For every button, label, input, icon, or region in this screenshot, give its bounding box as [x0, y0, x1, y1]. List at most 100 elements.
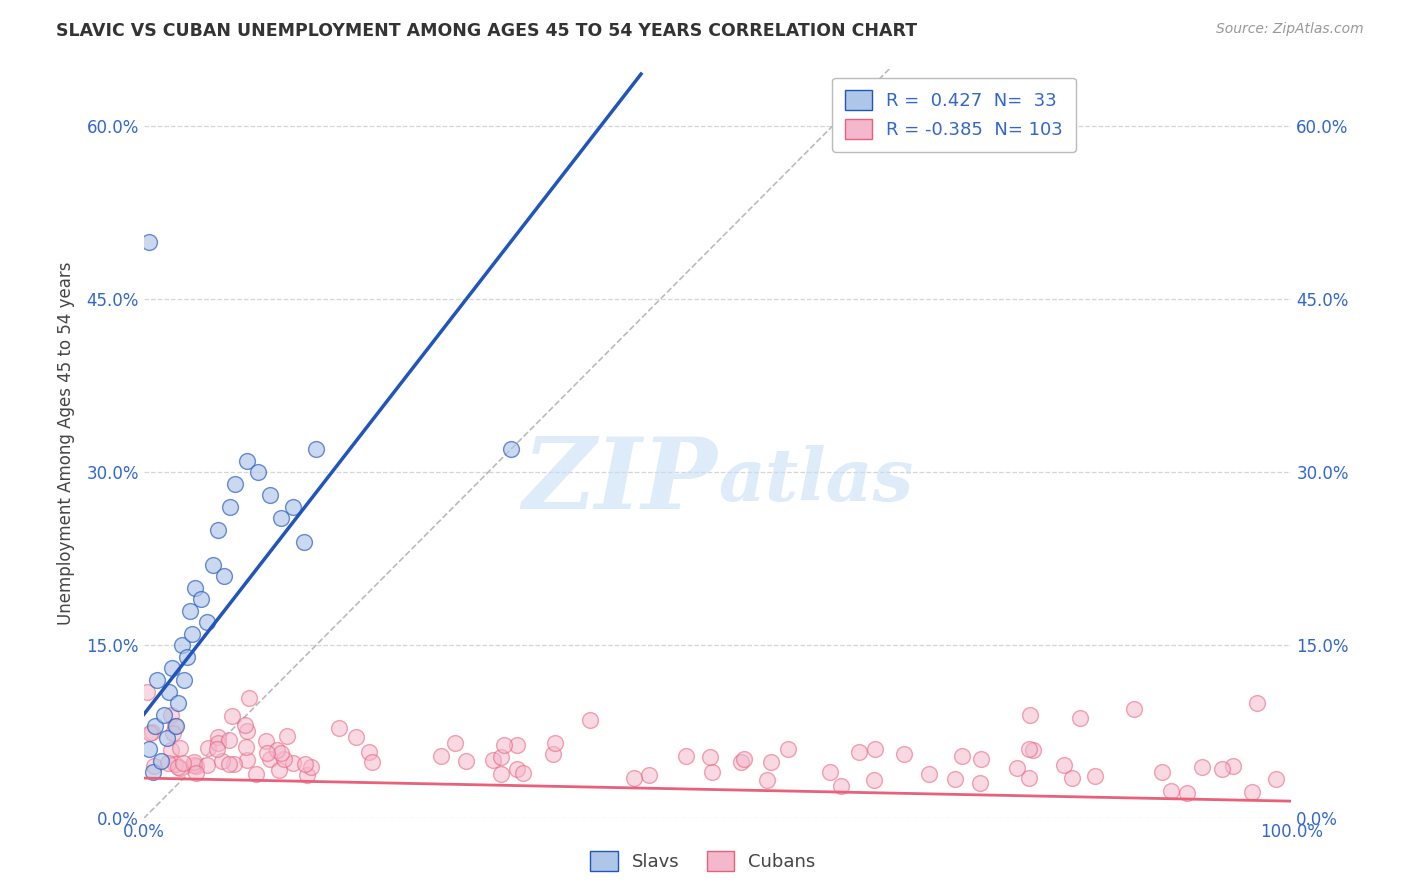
Point	[281, 756, 304, 770]
Point	[281, 500, 304, 514]
Point	[1246, 696, 1268, 710]
Point	[236, 753, 259, 767]
Point	[730, 755, 752, 769]
Point	[294, 757, 316, 772]
Point	[138, 235, 160, 249]
Point	[360, 755, 382, 769]
Point	[1191, 760, 1213, 774]
Point	[139, 726, 162, 740]
Point	[179, 604, 201, 618]
Point	[292, 534, 315, 549]
Point	[207, 523, 229, 537]
Point	[494, 738, 516, 752]
Point	[136, 684, 159, 698]
Point	[165, 719, 187, 733]
Point	[970, 752, 993, 766]
Point	[541, 747, 564, 761]
Point	[1053, 758, 1076, 772]
Point	[172, 756, 194, 771]
Point	[212, 569, 235, 583]
Point	[623, 771, 645, 785]
Point	[141, 725, 163, 739]
Point	[163, 757, 186, 772]
Point	[297, 768, 319, 782]
Point	[943, 772, 966, 787]
Point	[184, 581, 207, 595]
Point	[205, 742, 228, 756]
Point	[162, 726, 184, 740]
Point	[344, 730, 367, 744]
Point	[328, 721, 350, 735]
Point	[918, 767, 941, 781]
Point	[273, 751, 295, 765]
Point	[506, 762, 529, 776]
Point	[247, 466, 270, 480]
Point	[146, 673, 169, 687]
Point	[637, 768, 659, 782]
Text: ZIP: ZIP	[523, 433, 717, 529]
Point	[863, 773, 886, 788]
Point	[167, 696, 190, 710]
Point	[254, 734, 277, 748]
Point	[149, 754, 172, 768]
Point	[142, 765, 165, 780]
Point	[159, 707, 181, 722]
Point	[224, 476, 246, 491]
Point	[183, 755, 205, 769]
Point	[270, 747, 292, 761]
Point	[1211, 762, 1233, 776]
Point	[848, 745, 870, 759]
Point	[138, 742, 160, 756]
Point	[169, 761, 191, 775]
Point	[184, 759, 207, 773]
Legend: R =  0.427  N=  33, R = -0.385  N= 103: R = 0.427 N= 33, R = -0.385 N= 103	[832, 78, 1076, 152]
Point	[236, 454, 259, 468]
Point	[156, 756, 179, 770]
Point	[512, 766, 534, 780]
Point	[184, 766, 207, 780]
Point	[755, 773, 778, 788]
Point	[489, 767, 512, 781]
Point	[1084, 769, 1107, 783]
Point	[266, 743, 288, 757]
Text: SLAVIC VS CUBAN UNEMPLOYMENT AMONG AGES 45 TO 54 YEARS CORRELATION CHART: SLAVIC VS CUBAN UNEMPLOYMENT AMONG AGES …	[56, 22, 917, 40]
Point	[1150, 764, 1173, 779]
Point	[818, 764, 841, 779]
Point	[167, 760, 190, 774]
Point	[1019, 707, 1042, 722]
Point	[1177, 786, 1199, 800]
Point	[176, 649, 198, 664]
Point	[1005, 761, 1028, 775]
Point	[218, 756, 240, 771]
Point	[245, 767, 267, 781]
Point	[207, 736, 229, 750]
Point	[233, 718, 256, 732]
Point	[157, 684, 180, 698]
Point	[1069, 711, 1091, 725]
Point	[259, 752, 281, 766]
Point	[270, 511, 292, 525]
Point	[222, 756, 245, 771]
Point	[776, 741, 799, 756]
Point	[1240, 784, 1263, 798]
Point	[675, 748, 697, 763]
Point	[207, 730, 229, 744]
Point	[482, 753, 505, 767]
Point	[197, 740, 219, 755]
Point	[155, 731, 177, 745]
Point	[1022, 743, 1045, 757]
Point	[1018, 741, 1040, 756]
Text: Source: ZipAtlas.com: Source: ZipAtlas.com	[1216, 22, 1364, 37]
Point	[305, 442, 328, 457]
Point	[429, 749, 451, 764]
Point	[190, 592, 212, 607]
Point	[162, 661, 184, 675]
Point	[699, 749, 721, 764]
Point	[218, 732, 240, 747]
Point	[544, 736, 567, 750]
Point	[499, 442, 522, 457]
Point	[1018, 771, 1040, 785]
Point	[893, 747, 915, 762]
Point	[173, 673, 195, 687]
Point	[142, 759, 165, 773]
